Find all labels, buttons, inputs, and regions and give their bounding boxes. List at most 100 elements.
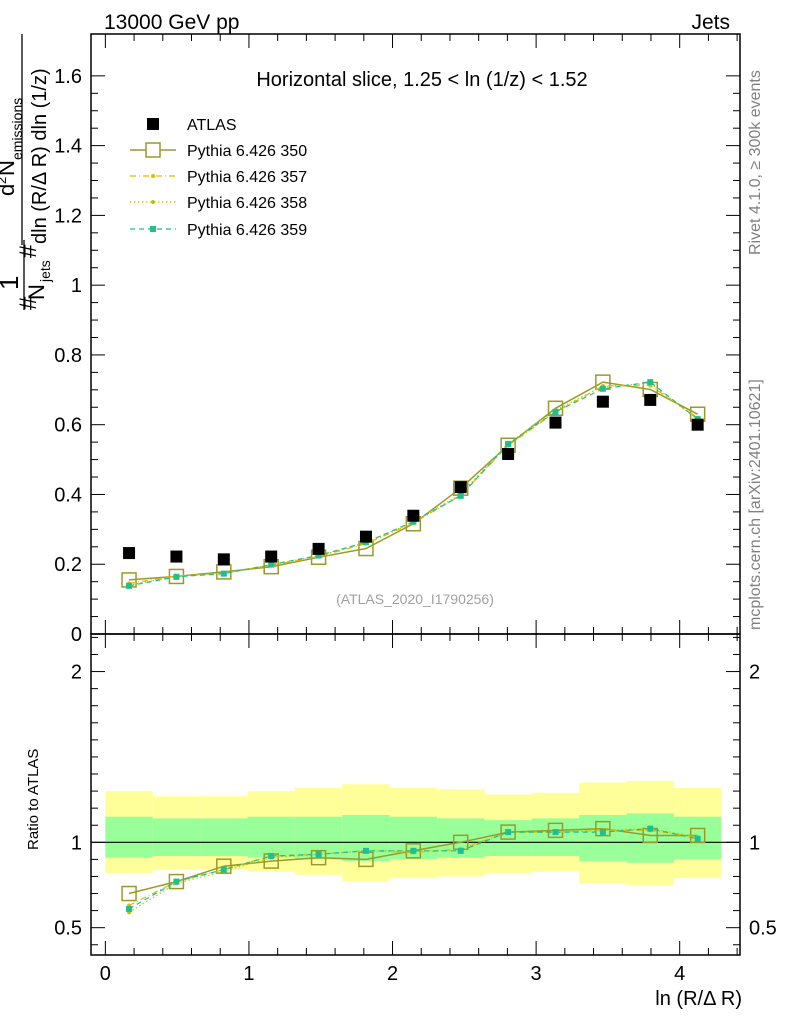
ratio-ytick-label: 0.5 xyxy=(54,918,82,940)
x-axis-label: ln (R/Δ R) xyxy=(655,988,742,1010)
main-point-359 xyxy=(505,440,512,447)
ratio-point-359 xyxy=(505,829,512,836)
ylabel-one: 1 xyxy=(0,276,24,290)
main-title: Horizontal slice, 1.25 < ln (1/z) < 1.52 xyxy=(256,69,587,91)
main-atlas-point xyxy=(691,418,704,431)
ratio-point-359 xyxy=(410,847,417,854)
main-ytick-label: 0.8 xyxy=(54,345,82,367)
ylabel-num-sub: emissions xyxy=(9,98,25,160)
ratio-point-359 xyxy=(694,835,701,842)
legend-marker-atlas xyxy=(147,118,159,130)
ratio-point-350 xyxy=(121,885,137,902)
main-ytick-label: 1.6 xyxy=(54,66,82,88)
main-atlas-point xyxy=(549,416,562,429)
ratio-xtick-label: 3 xyxy=(531,963,542,985)
legend-marker-357 xyxy=(151,174,155,178)
ylabel-num-sup: 2 xyxy=(0,177,9,184)
main-ytick-label: 0 xyxy=(71,624,82,646)
main-atlas-point xyxy=(217,553,230,566)
ratio-xtick-label: 1 xyxy=(243,963,254,985)
ratio-xtick-label: 0 xyxy=(100,963,111,985)
ylabel-hash-2: # xyxy=(15,244,42,258)
main-line-dashdot xyxy=(128,384,698,584)
header-right: Jets xyxy=(691,11,730,34)
ratio-band-inner xyxy=(200,818,248,856)
ratio-point-359 xyxy=(220,866,227,873)
main-ytick-label: 0.6 xyxy=(54,415,82,437)
main-atlas-point xyxy=(407,509,420,522)
main-point-359 xyxy=(599,385,606,392)
main-panel: 0 0.2 0.4 0.6 0.8 1 1.2 1.4 1.6 xyxy=(54,34,740,646)
ratio-ytick-label: 2 xyxy=(71,662,82,684)
main-ytick-label: 1 xyxy=(71,275,82,297)
mcplots-label: mcplots.cern.ch [arXiv:2401.10621] xyxy=(747,379,764,630)
main-atlas-point xyxy=(359,530,372,543)
main-atlas-point xyxy=(265,550,278,563)
main-atlas-point xyxy=(123,547,136,560)
ratio-point-350 xyxy=(689,827,706,844)
legend-label-350: Pythia 6.426 350 xyxy=(187,143,307,160)
ratio-point-359 xyxy=(268,852,275,859)
ratio-point-359 xyxy=(552,829,559,836)
main-ytick-label: 1.4 xyxy=(54,136,82,158)
main-point-359 xyxy=(126,582,133,589)
legend-label-359: Pythia 6.426 359 xyxy=(187,222,307,239)
ratio-point-359 xyxy=(599,829,606,836)
rivet-label: Rivet 4.1.0, ≥ 300k events xyxy=(747,70,764,255)
legend-label-357: Pythia 6.426 357 xyxy=(187,169,307,186)
legend-marker-350 xyxy=(145,142,161,158)
main-point-359 xyxy=(552,408,559,415)
legend-label-atlas: ATLAS xyxy=(187,117,237,134)
main-ylabel: # 1 N jets # d 2 N emissions dln (R/Δ R)… xyxy=(0,34,53,310)
ratio-panel: 0.5 0.5 1 1 2 2 0 1 2 3 4 xyxy=(54,634,777,985)
ratio-band-inner xyxy=(626,813,674,863)
main-point-359 xyxy=(268,561,275,568)
main-atlas-point xyxy=(170,550,183,563)
ratio-xtick-label: 4 xyxy=(674,963,685,985)
main-line-dotted xyxy=(128,382,698,586)
ratio-band-inner xyxy=(105,816,153,858)
ratio-band-inner xyxy=(484,820,532,856)
ratio-point-359 xyxy=(315,851,322,858)
ratio-ytick-label-right: 0.5 xyxy=(749,918,777,940)
main-ytick-label: 0.2 xyxy=(54,554,82,576)
main-point-359 xyxy=(315,552,322,559)
main-ytick-label: 1.2 xyxy=(54,205,82,227)
main-ytick-label: 0.4 xyxy=(54,484,82,506)
ylabel-njets: N xyxy=(24,284,49,300)
ratio-point-359 xyxy=(362,847,369,854)
legend: ATLAS Pythia 6.426 350 Pythia 6.426 357 … xyxy=(130,117,307,239)
ylabel-njets-sub: jets xyxy=(37,260,53,283)
main-atlas-point xyxy=(644,393,657,406)
main-line-open-square xyxy=(128,381,698,581)
ylabel-den: dln (R/Δ R) dln (1/z) xyxy=(29,68,51,244)
legend-marker-359 xyxy=(150,226,156,232)
ratio-frame xyxy=(90,633,741,956)
header-left: 13000 GeV pp xyxy=(104,11,239,34)
main-line-dashed xyxy=(128,381,698,587)
watermark: (ATLAS_2020_I1790256) xyxy=(336,591,494,607)
ratio-point-359 xyxy=(173,878,180,885)
ratio-xtick-label: 2 xyxy=(387,963,398,985)
ratio-point-350 xyxy=(310,849,327,866)
ylabel-hash-1: # xyxy=(15,296,42,310)
main-atlas-point xyxy=(454,481,467,494)
ratio-band-inner xyxy=(342,814,390,862)
ratio-ytick-label-right: 2 xyxy=(749,662,760,684)
main-point-359 xyxy=(173,573,180,580)
main-atlas-point xyxy=(312,542,325,555)
main-point-359 xyxy=(220,570,227,577)
legend-label-358: Pythia 6.426 358 xyxy=(187,195,307,212)
ratio-point-350 xyxy=(595,820,611,837)
ratio-band-inner xyxy=(247,816,295,858)
main-atlas-point xyxy=(596,395,609,408)
ratio-point-350 xyxy=(547,822,564,839)
ylabel-num-d: d xyxy=(0,184,19,196)
ratio-point-359 xyxy=(126,905,133,912)
ratio-ytick-label: 1 xyxy=(71,832,82,854)
ratio-point-359 xyxy=(647,825,654,832)
ratio-band-inner xyxy=(579,814,627,862)
ylabel-num-n: N xyxy=(0,160,19,176)
main-atlas-point xyxy=(502,448,515,460)
